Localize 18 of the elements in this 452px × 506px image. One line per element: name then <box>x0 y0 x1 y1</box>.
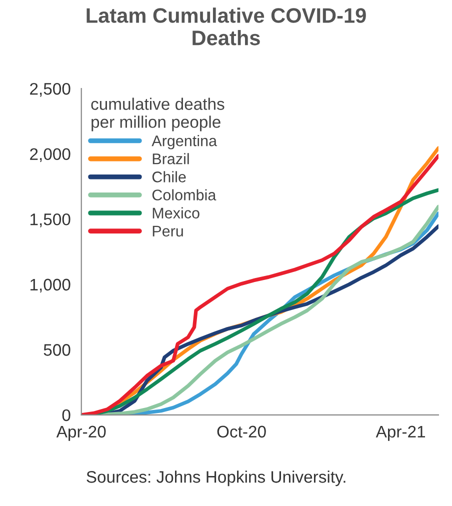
chart-title: Latam Cumulative COVID-19 Deaths <box>86 8 366 46</box>
y-tick-label: 1,000 <box>30 278 70 293</box>
x-tick-label: Apr-21 <box>376 426 426 441</box>
legend-label: Mexico <box>152 207 200 218</box>
x-tick-label: Oct-20 <box>217 426 266 438</box>
y-tick-label: 2,000 <box>30 148 70 162</box>
legend-label: Colombia <box>152 189 216 200</box>
legend-title: cumulative deaths per million people <box>91 98 224 132</box>
y-tick-label: 500 <box>44 344 70 356</box>
y-tick-label: 2,500 <box>30 82 70 97</box>
y-tick-label: 1,500 <box>30 214 70 228</box>
source-note: Sources: Johns Hopkins University. <box>86 470 346 486</box>
y-tick-label: 0 <box>62 409 70 422</box>
legend-label: Brazil <box>152 153 189 164</box>
legend-label: Argentina <box>152 135 218 150</box>
legend-label: Peru <box>152 226 183 237</box>
legend-label: Chile <box>152 171 186 182</box>
x-tick-label: Apr-20 <box>56 426 106 441</box>
